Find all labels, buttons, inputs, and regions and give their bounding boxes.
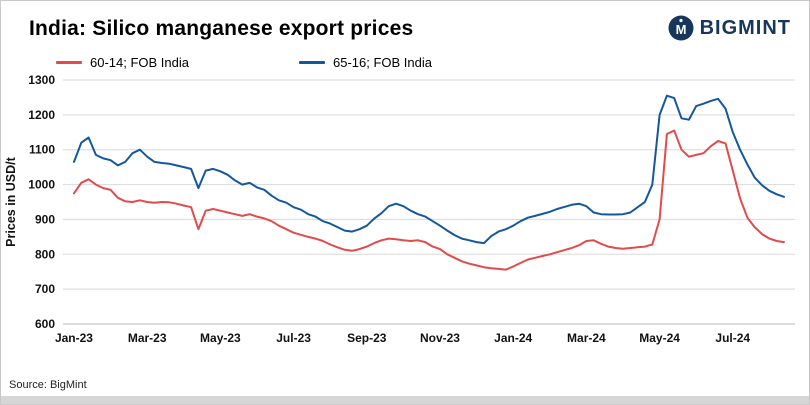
header: India: Silico manganese export prices M … bbox=[1, 1, 809, 41]
y-tick-label: 1200 bbox=[28, 108, 55, 122]
y-tick-label: 1000 bbox=[28, 178, 55, 192]
y-axis-label: Prices in USD/t bbox=[4, 156, 18, 246]
legend-item-60-14: 60-14; FOB India bbox=[56, 55, 189, 70]
y-tick-label: 1100 bbox=[29, 143, 55, 157]
x-tick-label: Nov-23 bbox=[420, 331, 460, 345]
y-tick-label: 800 bbox=[35, 247, 55, 261]
x-tick-label: Jan-24 bbox=[494, 331, 532, 345]
x-tick-label: May-23 bbox=[200, 331, 241, 345]
legend-label-60-14: 60-14; FOB India bbox=[90, 55, 189, 70]
legend: 60-14; FOB India 65-16; FOB India bbox=[56, 55, 809, 70]
x-tick-label: Jan-23 bbox=[55, 331, 93, 345]
x-tick-label: Mar-24 bbox=[567, 331, 606, 345]
x-tick-label: Jul-24 bbox=[715, 331, 750, 345]
line-chart: 600 700 800 900 1000 1100 1200 1300 Jan-23 Mar-23… bbox=[4, 73, 795, 345]
chart-area: 600 700 800 900 1000 1100 1200 1300 Jan-23 Mar-23… bbox=[1, 72, 809, 355]
footer-strip bbox=[1, 396, 809, 404]
x-tick-label: Jul-23 bbox=[276, 331, 311, 345]
legend-label-65-16: 65-16; FOB India bbox=[333, 55, 432, 70]
x-tick-label: Sep-23 bbox=[347, 331, 387, 345]
source-note: Source: BigMint bbox=[9, 379, 87, 391]
y-tick-label: 900 bbox=[35, 212, 55, 226]
series-line-65-16 bbox=[73, 94, 785, 245]
x-tick-label: Mar-23 bbox=[128, 331, 167, 345]
series-line-60-14 bbox=[73, 129, 785, 271]
legend-item-65-16: 65-16; FOB India bbox=[299, 55, 432, 70]
bigmint-logo-text: BIGMINT bbox=[699, 16, 791, 39]
legend-swatch-60-14 bbox=[56, 61, 82, 64]
bigmint-logo-icon: M bbox=[668, 15, 694, 41]
y-tick-label: 1300 bbox=[28, 73, 55, 87]
chart-title: India: Silico manganese export prices bbox=[29, 17, 414, 40]
y-tick-label: 700 bbox=[35, 282, 55, 296]
svg-text:M: M bbox=[675, 22, 686, 37]
bigmint-logo: M BIGMINT bbox=[668, 15, 791, 41]
legend-swatch-65-16 bbox=[299, 61, 325, 64]
x-tick-label: May-24 bbox=[639, 331, 680, 345]
y-tick-label: 600 bbox=[35, 317, 55, 331]
